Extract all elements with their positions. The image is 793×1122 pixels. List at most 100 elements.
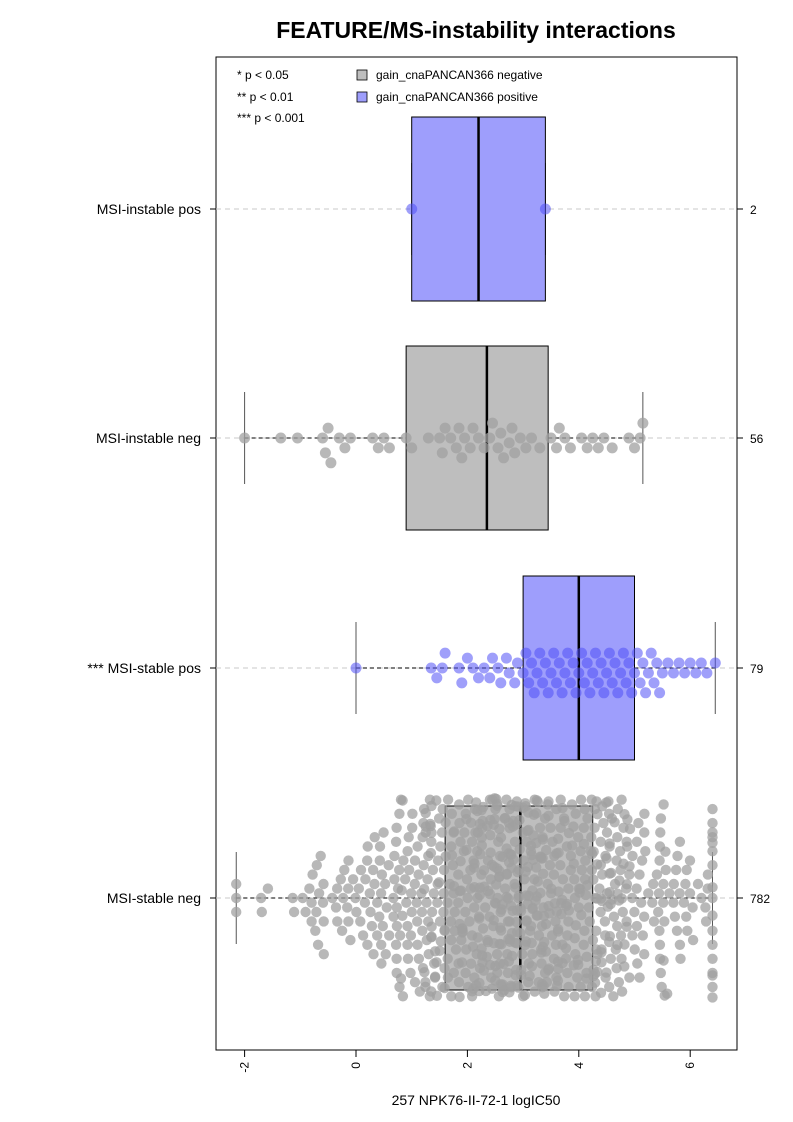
- point-msi-stable-neg: [374, 841, 386, 852]
- point-msi-stable-neg: [342, 902, 353, 913]
- point-msi-stable-neg: [396, 885, 407, 896]
- point-msi-stable-pos: [695, 657, 707, 669]
- point-msi-stable-pos: [520, 647, 532, 659]
- point-msi-stable-neg: [707, 817, 718, 829]
- point-msi-stable-pos: [539, 657, 551, 669]
- point-msi-stable-neg: [669, 911, 681, 922]
- point-msi-stable-pos: [495, 677, 507, 689]
- point-msi-stable-neg: [318, 949, 329, 960]
- point-msi-stable-neg: [707, 837, 718, 848]
- point-msi-stable-neg: [448, 826, 460, 837]
- point-msi-stable-neg: [519, 874, 530, 885]
- point-msi-stable-pos: [517, 667, 529, 679]
- point-msi-stable-neg: [457, 926, 468, 937]
- point-msi-stable-neg: [622, 841, 633, 852]
- point-msi-stable-neg: [604, 931, 616, 942]
- point-msi-stable-pos: [642, 667, 654, 679]
- point-msi-stable-neg: [681, 911, 692, 922]
- point-msi-instable-neg: [514, 432, 526, 444]
- point-msi-stable-neg: [391, 902, 402, 913]
- point-msi-stable-neg: [674, 939, 686, 950]
- point-msi-stable-neg: [538, 868, 549, 879]
- point-msi-stable-neg: [433, 877, 445, 888]
- point-msi-stable-neg: [365, 906, 376, 918]
- point-msi-stable-neg: [509, 836, 521, 847]
- point-msi-stable-neg: [374, 911, 385, 922]
- point-msi-stable-neg: [489, 813, 500, 825]
- point-msi-stable-neg: [515, 905, 527, 917]
- point-msi-stable-neg: [426, 931, 437, 942]
- point-msi-stable-neg: [374, 855, 385, 866]
- point-msi-stable-neg: [707, 910, 718, 921]
- point-msi-stable-neg: [579, 925, 590, 936]
- point-msi-stable-neg: [311, 860, 322, 871]
- point-msi-stable-neg: [563, 905, 575, 916]
- point-msi-stable-pos: [637, 657, 649, 669]
- point-msi-stable-neg: [658, 897, 669, 908]
- point-msi-stable-pos: [478, 662, 490, 674]
- point-msi-stable-neg: [535, 887, 546, 899]
- point-msi-instable-neg: [534, 442, 546, 454]
- point-msi-stable-neg: [595, 987, 607, 998]
- legend-label-negative: gain_cnaPANCAN366 negative: [376, 68, 543, 82]
- point-msi-stable-neg: [379, 878, 391, 890]
- point-msi-stable-neg: [653, 888, 665, 899]
- point-msi-instable-neg: [587, 432, 599, 444]
- point-msi-stable-pos: [601, 667, 613, 679]
- point-msi-stable-neg: [453, 869, 464, 880]
- point-msi-instable-neg: [581, 442, 593, 454]
- point-msi-stable-neg: [492, 967, 503, 978]
- point-msi-stable-pos: [576, 647, 588, 659]
- point-msi-stable-neg: [427, 864, 439, 876]
- x-tick-label: 0: [349, 1062, 363, 1069]
- point-msi-stable-neg: [476, 832, 487, 843]
- point-msi-stable-neg: [231, 892, 242, 904]
- point-msi-stable-neg: [550, 916, 561, 927]
- point-msi-stable-neg: [511, 916, 522, 928]
- point-msi-stable-neg: [654, 925, 665, 936]
- point-msi-stable-neg: [495, 832, 507, 843]
- point-msi-stable-neg: [231, 906, 242, 918]
- point-msi-stable-neg: [439, 982, 450, 994]
- point-msi-stable-neg: [643, 888, 654, 899]
- point-msi-instable-neg: [464, 442, 476, 454]
- point-msi-stable-neg: [654, 855, 665, 866]
- point-msi-stable-neg: [442, 897, 453, 908]
- point-msi-stable-pos: [512, 657, 523, 669]
- point-msi-stable-neg: [619, 961, 630, 972]
- point-msi-stable-neg: [409, 878, 420, 890]
- point-msi-stable-neg: [514, 844, 525, 855]
- point-msi-stable-neg: [541, 844, 552, 856]
- point-msi-stable-neg: [707, 892, 718, 904]
- point-msi-stable-neg: [552, 833, 564, 844]
- point-msi-stable-neg: [595, 836, 606, 847]
- x-axis: -2 0 2 4 6: [238, 1049, 697, 1073]
- point-msi-stable-neg: [343, 855, 354, 866]
- point-msi-instable-neg: [509, 447, 521, 459]
- point-msi-instable-neg: [634, 432, 646, 444]
- point-msi-stable-neg: [431, 990, 443, 1001]
- point-msi-stable-neg: [579, 991, 591, 1002]
- gridlines: [216, 208, 737, 899]
- point-msi-stable-neg: [588, 874, 599, 885]
- point-msi-stable-neg: [631, 920, 643, 932]
- point-msi-instable-neg: [450, 442, 462, 454]
- point-msi-stable-neg: [412, 939, 423, 950]
- point-msi-instable-neg: [473, 432, 484, 444]
- point-msi-stable-neg: [434, 916, 446, 927]
- point-msi-stable-neg: [437, 803, 448, 815]
- point-msi-stable-neg: [541, 976, 553, 988]
- point-msi-stable-neg: [376, 958, 387, 969]
- point-msi-stable-neg: [332, 883, 343, 894]
- point-msi-stable-neg: [262, 883, 274, 894]
- chart-title: FEATURE/MS-instability interactions: [276, 17, 676, 43]
- point-msi-stable-neg: [655, 827, 666, 838]
- point-msi-stable-neg: [508, 854, 519, 865]
- point-msi-stable-pos: [453, 662, 465, 674]
- point-msi-stable-neg: [562, 967, 573, 979]
- group-count-msi-stable-pos: 79: [750, 662, 764, 676]
- point-msi-stable-neg: [327, 892, 338, 904]
- point-msi-stable-neg: [522, 861, 534, 873]
- point-msi-instable-neg: [239, 432, 251, 444]
- point-msi-stable-neg: [474, 977, 485, 989]
